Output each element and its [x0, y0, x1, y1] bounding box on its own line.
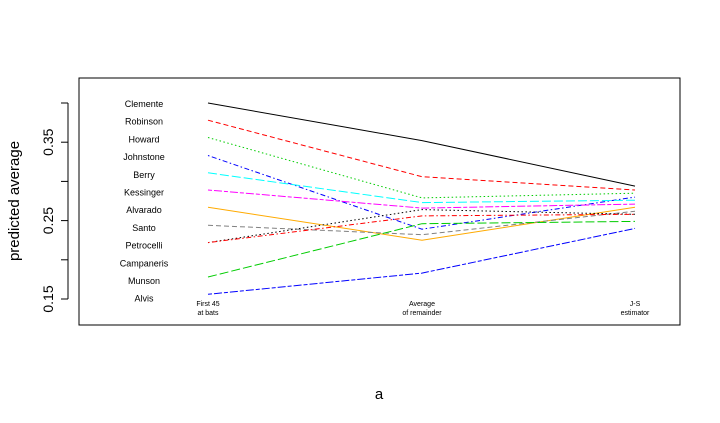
y-tick-label: 0.25 — [40, 207, 56, 234]
player-label-munson: Munson — [128, 276, 160, 286]
y-axis-title: predicted average — [6, 141, 23, 261]
x-category-label: Average of remainder — [402, 301, 442, 317]
series-group — [207, 102, 636, 295]
player-label-santo: Santo — [132, 223, 156, 233]
player-label-johnstone: Johnstone — [123, 152, 165, 162]
series-line-berry — [207, 172, 636, 204]
x-category-label: J-S estimator — [621, 301, 650, 317]
series-line-johnstone — [207, 155, 636, 230]
plot-frame — [78, 77, 681, 326]
series-line-clemente — [207, 102, 636, 187]
y-tick-label: 0.15 — [40, 285, 56, 312]
player-label-petrocelli: Petrocelli — [125, 241, 162, 251]
series-line-campaneris — [207, 213, 636, 244]
player-label-alvarado: Alvarado — [126, 205, 162, 215]
series-line-alvis — [207, 227, 636, 295]
player-label-robinson: Robinson — [125, 117, 163, 127]
series-line-alvarado — [207, 206, 636, 241]
player-labels: Clemente Robinson Howard Johnstone Berry Kess… — [120, 99, 169, 304]
player-label-kessinger: Kessinger — [124, 188, 164, 198]
y-tick-label: 0.35 — [40, 128, 56, 155]
player-label-howard: Howard — [128, 134, 159, 144]
y-axis: 0.15 0.25 0.35 — [40, 102, 69, 313]
player-label-berry: Berry — [133, 170, 155, 180]
series-line-munson — [207, 220, 636, 278]
category-labels: First 45 at bats Average of remainder J-S est… — [196, 301, 650, 317]
series-line-kessinger — [207, 189, 636, 209]
player-label-campaneris: Campaneris — [120, 258, 169, 268]
series-line-howard — [207, 137, 636, 199]
player-label-alvis: Alvis — [134, 294, 154, 304]
series-line-robinson — [207, 119, 636, 191]
x-axis-title: a — [375, 386, 384, 403]
player-label-clemente: Clemente — [125, 99, 164, 109]
x-category-label: First 45 at bats — [196, 301, 219, 317]
series-line-petrocelli — [207, 209, 636, 244]
